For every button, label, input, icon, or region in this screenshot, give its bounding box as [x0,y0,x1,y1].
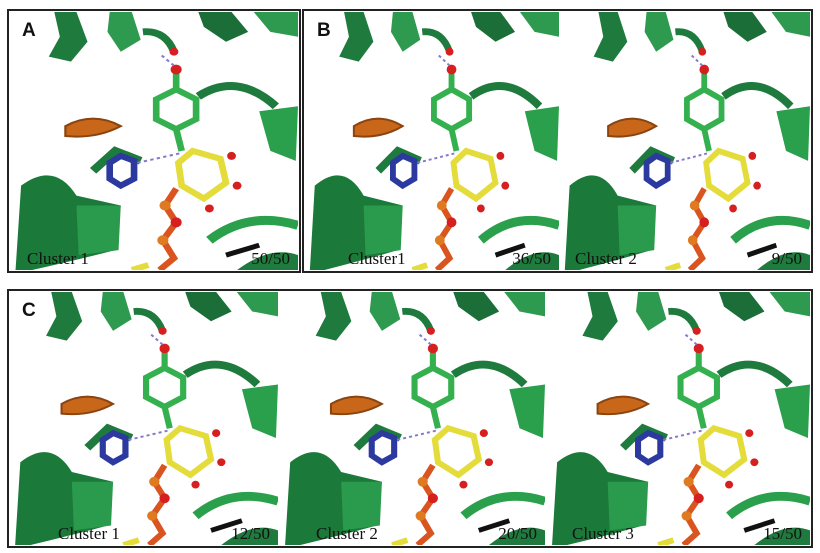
cluster-label: Cluster1 [348,249,406,268]
structure-image [15,292,278,545]
cluster-count: 12/50 [231,524,270,543]
cluster-label: Cluster 1 [58,524,120,543]
cluster-label: Cluster 2 [575,249,637,268]
panel-letter: C [22,300,36,321]
structure-image [285,292,545,545]
cluster-label: Cluster 2 [316,524,378,543]
cluster-count: 36/50 [512,249,551,268]
structure-image [552,292,810,545]
panel-letter: A [22,20,36,41]
panel-letter: B [317,20,331,41]
cluster-label: Cluster 1 [27,249,89,268]
figure: Cluster 1 50/50 A Cluster1 36/50 Cluster 2 9/5… [0,0,820,548]
cluster-count: 15/50 [763,524,802,543]
structure-image [565,12,810,270]
cluster-label: Cluster 3 [572,524,634,543]
structure-image [16,12,298,270]
cluster-count: 20/50 [498,524,537,543]
structure-image [310,12,559,270]
cluster-count: 9/50 [772,249,802,268]
cluster-count: 50/50 [251,249,290,268]
